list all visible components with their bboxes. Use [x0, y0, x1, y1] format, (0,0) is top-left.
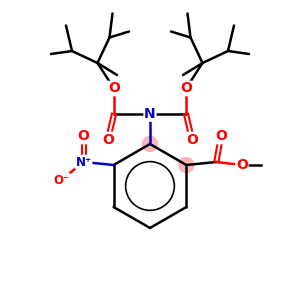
Text: O: O — [180, 82, 192, 95]
Text: O: O — [215, 130, 227, 143]
Circle shape — [142, 136, 158, 152]
Circle shape — [179, 158, 194, 172]
Text: O: O — [186, 133, 198, 146]
Text: O⁻: O⁻ — [53, 173, 69, 187]
Text: O: O — [108, 82, 120, 95]
Text: O: O — [102, 133, 114, 146]
Text: N: N — [144, 107, 156, 121]
Text: N⁺: N⁺ — [76, 155, 92, 169]
Text: O: O — [236, 158, 248, 172]
Text: O: O — [78, 130, 90, 143]
